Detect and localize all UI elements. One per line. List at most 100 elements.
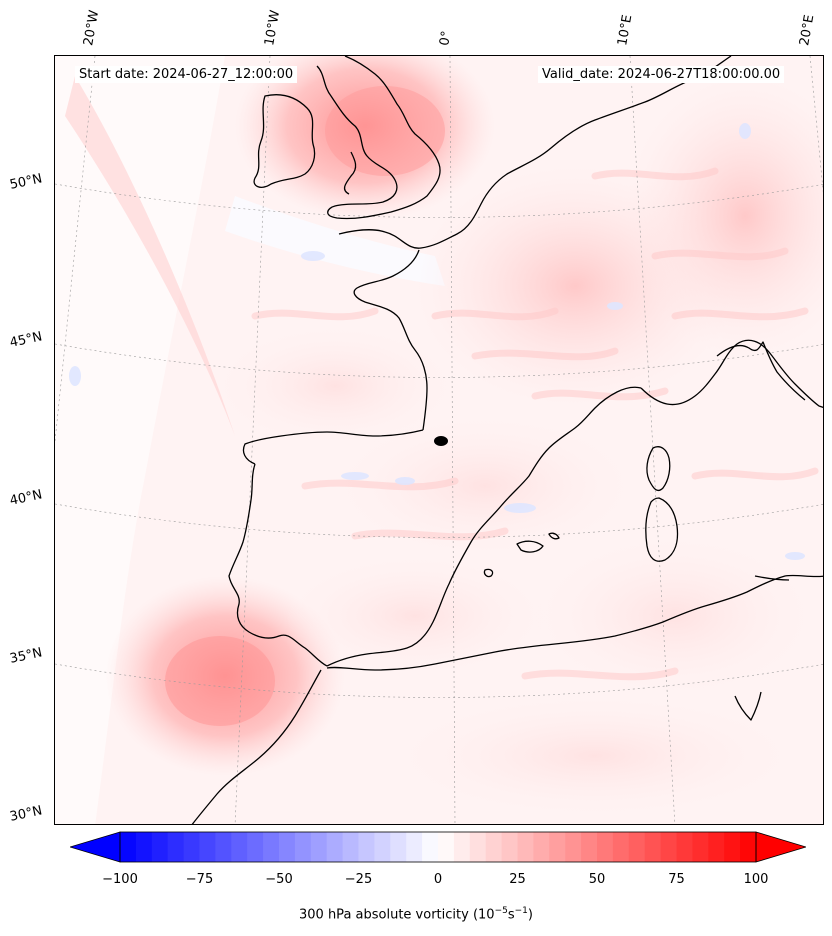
vorticity-neutral-band xyxy=(225,196,445,286)
colorbar-cell xyxy=(406,832,423,862)
colorbar-cell xyxy=(167,832,185,862)
colorbar-cell xyxy=(469,832,487,862)
colorbar-extend-high xyxy=(755,831,806,863)
lon-label-20e: 20°E xyxy=(797,13,818,47)
colorbar-cell xyxy=(183,832,201,862)
colorbar-cell xyxy=(724,832,741,862)
colorbar-cell xyxy=(135,832,153,862)
colorbar-tick: −25 xyxy=(344,872,373,887)
colorbar-cell xyxy=(374,832,391,862)
coastline-iberia-south-east xyxy=(326,386,642,667)
colorbar-cell xyxy=(279,832,296,862)
colorbar-cell xyxy=(390,832,407,862)
coastline-iberia-west xyxy=(228,463,328,667)
colorbar-cell xyxy=(501,832,519,862)
vorticity-blob xyxy=(335,416,635,556)
colorbar-tick: 75 xyxy=(668,872,685,887)
colorbar-tick: 50 xyxy=(588,872,606,887)
colorbar-cell xyxy=(438,832,455,862)
vorticity-band-west xyxy=(65,76,235,436)
colorbar-cell xyxy=(597,832,614,862)
negative-vorticity-spots xyxy=(69,123,805,560)
colorbar-cell xyxy=(326,832,344,862)
coastline-sardinia xyxy=(645,497,679,562)
colorbar-extend-low xyxy=(70,831,121,863)
lat-label-35n: 35°N xyxy=(8,645,44,667)
vorticity-maximum-south-core xyxy=(165,636,275,726)
gridline-10e xyxy=(629,56,676,824)
coastline-tunisia xyxy=(734,691,762,721)
valid-date-label: Valid_date: 2024-06-27T18:00:00.00 xyxy=(538,66,785,83)
colorbar-cell xyxy=(199,832,216,862)
gridline-40n xyxy=(55,503,823,538)
colorbar-cell xyxy=(517,832,534,862)
colorbar-cell xyxy=(310,832,328,862)
vorticity-streaks xyxy=(251,167,819,681)
colorbar-tick: 0 xyxy=(433,872,443,887)
coastline-ireland xyxy=(253,94,316,188)
coastline-england-west xyxy=(343,151,357,195)
coastline-menorca xyxy=(548,532,560,540)
colorbar-cell xyxy=(612,832,630,862)
coastline-mallorca xyxy=(516,540,544,553)
coastline-italy-north xyxy=(716,341,806,401)
colorbar-cell xyxy=(740,832,757,862)
colorbar-cell xyxy=(676,832,693,862)
start-date-label: Start date: 2024-06-27_12:00:00 xyxy=(75,66,298,83)
colorbar-cell xyxy=(692,832,709,862)
colorbar-cell xyxy=(231,832,248,862)
colorbar-cell xyxy=(660,832,678,862)
colorbar-cells xyxy=(120,832,757,862)
colorbar-label-exponent: −1 xyxy=(514,906,528,916)
gridline-0 xyxy=(449,56,456,824)
colorbar-tick: −100 xyxy=(102,872,138,887)
colorbar-cell xyxy=(533,832,550,862)
vorticity-blob xyxy=(215,326,455,446)
colorbar-cell xyxy=(549,832,566,862)
coastline-iberia-north xyxy=(242,429,424,465)
colorbar-cell xyxy=(151,832,169,862)
colorbar-cell xyxy=(581,832,598,862)
lat-label-50n: 50°N xyxy=(8,171,44,193)
lat-label-30n: 30°N xyxy=(8,803,44,825)
colorbar-tick: −50 xyxy=(265,872,293,887)
lon-label-10e: 10°E xyxy=(615,13,636,47)
gridline-50n xyxy=(55,183,823,218)
colorbar-label-text: 300 hPa absolute vorticity (10 xyxy=(299,907,495,923)
colorbar xyxy=(70,831,806,863)
location-marker xyxy=(434,436,448,446)
colorbar-cell xyxy=(342,832,360,862)
colorbar-cell xyxy=(628,832,646,862)
coastline-gulf-of-lion xyxy=(640,339,823,409)
coastlines xyxy=(191,56,823,824)
coastline-corsica xyxy=(646,446,671,492)
gridline-45n xyxy=(55,343,823,378)
colorbar-label-unit: s xyxy=(507,907,515,923)
colorbar-cell xyxy=(120,832,137,862)
vorticity-blob xyxy=(285,556,545,676)
colorbar-tick: −75 xyxy=(185,872,214,887)
colorbar-cell xyxy=(294,832,312,862)
coastline-sicily xyxy=(754,575,790,581)
lon-label-0: 0° xyxy=(437,29,455,47)
vorticity-blob xyxy=(625,76,823,356)
colorbar-cell xyxy=(485,832,503,862)
colorbar-label-close: ) xyxy=(527,907,533,923)
colorbar-cell xyxy=(263,832,280,862)
colorbar-outline xyxy=(119,831,757,863)
colorbar-cell xyxy=(215,832,232,862)
vorticity-maximum-north-core xyxy=(325,86,445,176)
gridline-35n xyxy=(55,663,823,698)
colorbar-cell xyxy=(708,832,725,862)
lat-label-45n: 45°N xyxy=(8,329,44,351)
lat-label-40n: 40°N xyxy=(8,487,44,509)
vorticity-low-band xyxy=(55,56,225,824)
colorbar-cell xyxy=(247,832,264,862)
colorbar-label-exponent: −5 xyxy=(494,906,508,916)
colorbar-tick: 25 xyxy=(509,872,526,887)
colorbar-cell xyxy=(565,832,582,862)
coastline-morocco-west xyxy=(191,669,322,824)
vorticity-map xyxy=(55,56,823,824)
coastline-great-britain xyxy=(316,56,441,220)
lon-label-20w: 20°W xyxy=(81,9,103,48)
